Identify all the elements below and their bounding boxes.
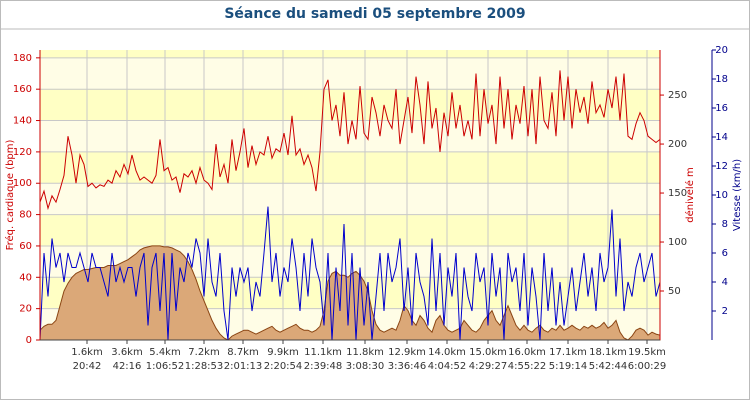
- x-tick-time: 1:06:52: [146, 361, 185, 372]
- x-tick-time: 4:55:22: [508, 361, 547, 372]
- x-tick-time: 1:28:53: [185, 361, 224, 372]
- x-tick-time: 6:00:29: [628, 361, 667, 372]
- y-tick-label: 100: [13, 178, 32, 189]
- y-tick-label: 40: [19, 272, 32, 283]
- x-tick-label: 1.6km: [71, 347, 102, 358]
- x-tick-time: 4:04:52: [428, 361, 467, 372]
- band: [40, 183, 660, 215]
- chart-title: Séance du samedi 05 septembre 2009: [224, 6, 525, 22]
- x-tick-time: 2:39:48: [304, 361, 343, 372]
- y2-tick-label: 100: [668, 237, 687, 248]
- y2-tick-label: 150: [668, 188, 687, 199]
- x-tick-label: 11.8km: [346, 347, 384, 358]
- y3-tick-label: 18: [715, 74, 728, 85]
- band: [40, 214, 660, 246]
- x-tick-time: 42:16: [113, 361, 142, 372]
- y3-tick-label: 14: [715, 132, 728, 143]
- y3-tick-label: 16: [715, 103, 728, 114]
- series-line: [39, 70, 661, 211]
- x-tick-label: 12.9km: [388, 347, 426, 358]
- x-tick-label: 3.6km: [111, 347, 142, 358]
- y2-axis-label: dénivelé m: [684, 167, 696, 223]
- x-tick-time: 5:42:44: [589, 361, 628, 372]
- y-tick-label: 120: [13, 147, 32, 158]
- y-tick-label: 80: [19, 210, 32, 221]
- y-tick-label: 0: [26, 335, 32, 346]
- x-tick-label: 5.4km: [149, 347, 180, 358]
- series-line: [39, 206, 661, 341]
- band: [40, 50, 660, 58]
- y-tick-label: 180: [13, 53, 32, 64]
- x-tick-label: 16.0km: [508, 347, 546, 358]
- x-tick-label: 9.9km: [267, 347, 298, 358]
- x-tick-label: 7.2km: [188, 347, 219, 358]
- x-tick-time: 3:36:46: [388, 361, 427, 372]
- band: [40, 89, 660, 121]
- x-tick-time: 4:29:27: [469, 361, 508, 372]
- x-tick-label: 11.1km: [304, 347, 342, 358]
- x-tick-time: 20:42: [73, 361, 102, 372]
- y3-tick-label: 4: [722, 277, 728, 288]
- x-tick-label: 14.0km: [428, 347, 466, 358]
- x-tick-label: 18.1km: [589, 347, 627, 358]
- x-tick-time: 2:01:13: [224, 361, 263, 372]
- y3-tick-label: 2: [722, 306, 728, 317]
- x-tick-label: 19.5km: [628, 347, 666, 358]
- y3-tick-label: 6: [722, 248, 728, 259]
- x-tick-time: 3:08:30: [346, 361, 385, 372]
- y-tick-label: 60: [19, 241, 32, 252]
- y-tick-label: 140: [13, 116, 32, 127]
- y2-tick-label: 250: [668, 90, 687, 101]
- y-axis-label: Fréq. cardiaque (bpm): [4, 139, 16, 250]
- y3-axis-label: Vitesse (km/h): [732, 159, 743, 231]
- x-tick-label: 15.0km: [469, 347, 507, 358]
- y3-tick-label: 10: [715, 190, 728, 201]
- y3-tick-label: 12: [715, 161, 728, 172]
- y-tick-label: 20: [19, 304, 32, 315]
- x-tick-label: 8.7km: [227, 347, 258, 358]
- y2-tick-label: 200: [668, 139, 687, 150]
- band: [40, 151, 660, 184]
- band: [40, 120, 660, 152]
- y3-tick-label: 8: [722, 219, 728, 230]
- x-tick-label: 17.1km: [549, 347, 587, 358]
- x-tick-time: 2:20:54: [264, 361, 303, 372]
- y3-tick-label: 20: [715, 45, 728, 56]
- y-tick-label: 160: [13, 84, 32, 95]
- band: [40, 57, 660, 90]
- x-tick-time: 5:19:14: [549, 361, 588, 372]
- y2-tick-label: 50: [668, 286, 681, 297]
